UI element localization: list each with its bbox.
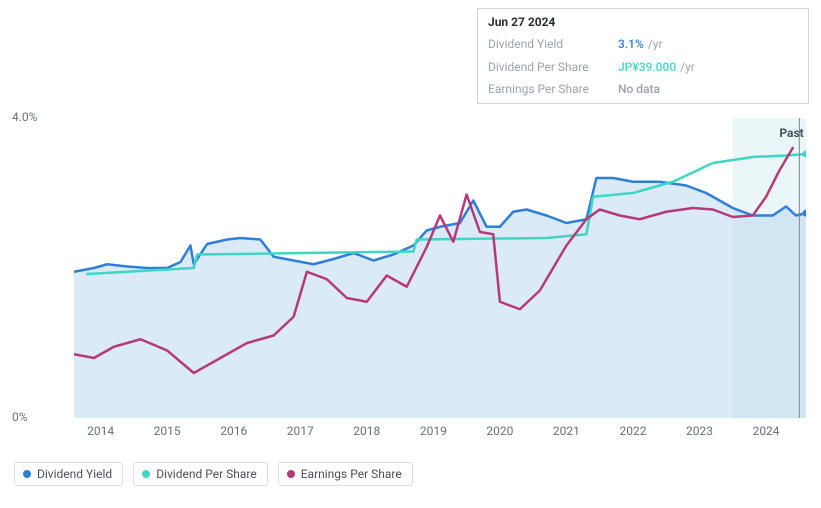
tooltip-value: No data [618, 82, 660, 96]
hover-tooltip: Jun 27 2024 Dividend Yield 3.1% /yr Divi… [477, 8, 809, 104]
x-tick-label: 2017 [287, 424, 314, 438]
tooltip-row: Earnings Per Share No data [478, 78, 808, 102]
tooltip-unit: /yr [648, 37, 663, 51]
tooltip-value: 3.1% [618, 37, 644, 51]
x-tick-label: 2014 [87, 424, 114, 438]
chart-svg [74, 118, 806, 418]
x-tick-label: 2021 [553, 424, 580, 438]
x-tick-label: 2023 [686, 424, 713, 438]
x-axis: 2014 2015 2016 2017 2018 2019 2020 2021 2022 2023… [74, 424, 806, 442]
tooltip-row: Dividend Per Share JP¥39.000 /yr [478, 56, 808, 78]
x-tick-label: 2020 [486, 424, 513, 438]
legend-label: Dividend Yield [37, 467, 112, 481]
x-tick-label: 2015 [154, 424, 181, 438]
x-tick-label: 2018 [353, 424, 380, 438]
chart-plot[interactable]: Past [74, 118, 806, 418]
legend-label: Earnings Per Share [301, 467, 402, 481]
x-tick-label: 2022 [619, 424, 646, 438]
legend-item-earnings-per-share[interactable]: Earnings Per Share [278, 462, 413, 486]
tooltip-label: Dividend Yield [488, 37, 618, 51]
tooltip-unit: /yr [680, 60, 695, 74]
tooltip-label: Dividend Per Share [488, 60, 618, 74]
x-tick-label: 2016 [220, 424, 247, 438]
y-tick-label: 4.0% [12, 110, 37, 124]
x-tick-label: 2024 [753, 424, 780, 438]
past-label: Past [779, 126, 803, 140]
tooltip-date: Jun 27 2024 [478, 9, 808, 33]
y-tick-label: 0% [12, 410, 28, 424]
legend-dot [142, 470, 150, 478]
tooltip-value: JP¥39.000 [618, 60, 676, 74]
legend: Dividend Yield Dividend Per Share Earnin… [14, 462, 413, 486]
legend-item-dividend-yield[interactable]: Dividend Yield [14, 462, 123, 486]
legend-item-dividend-per-share[interactable]: Dividend Per Share [133, 462, 268, 486]
tooltip-row: Dividend Yield 3.1% /yr [478, 33, 808, 55]
legend-dot [23, 470, 31, 478]
legend-dot [287, 470, 295, 478]
tooltip-label: Earnings Per Share [488, 82, 618, 96]
legend-label: Dividend Per Share [156, 467, 257, 481]
x-tick-label: 2019 [420, 424, 447, 438]
